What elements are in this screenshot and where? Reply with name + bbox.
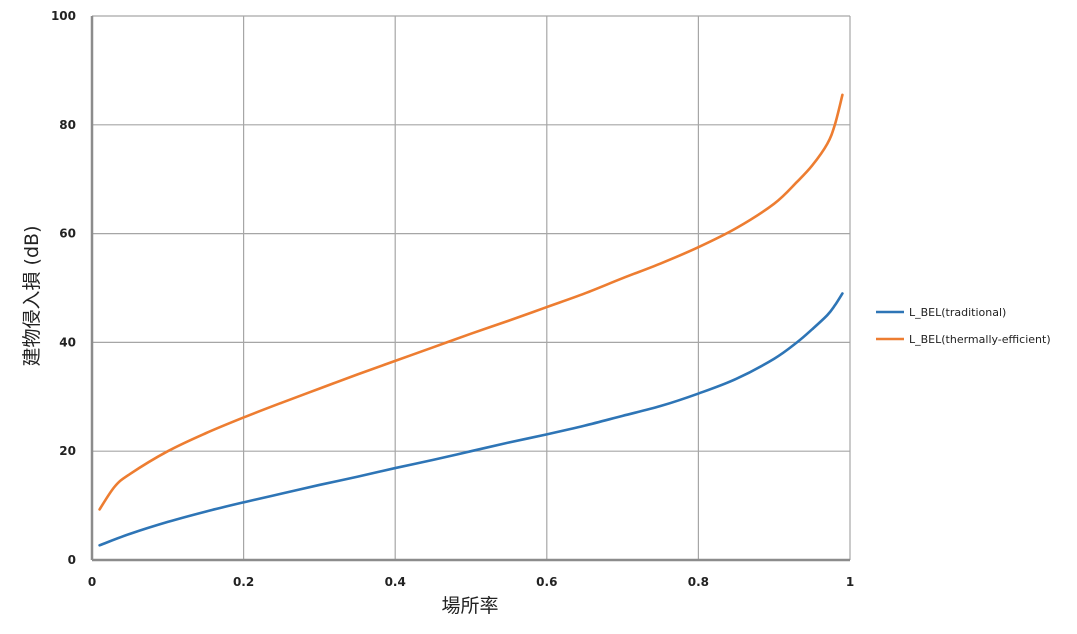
legend-label: L_BEL(traditional) — [909, 306, 1006, 319]
x-tick-label: 1 — [846, 575, 854, 589]
legend: L_BEL(traditional) L_BEL(thermally-effici… — [876, 306, 1051, 346]
x-tick-label: 0.8 — [688, 575, 709, 589]
series-line-thermally-efficient — [98, 93, 844, 511]
y-tick-label: 0 — [68, 553, 76, 567]
x-tick-label: 0.6 — [536, 575, 557, 589]
y-axis-title: 建物侵入損 (dB) — [21, 226, 43, 367]
x-tick-label: 0.4 — [385, 575, 406, 589]
axes — [90, 16, 850, 562]
y-tick-label: 40 — [59, 335, 76, 349]
y-tick-label: 20 — [59, 444, 76, 458]
tick-labels: 0 0.2 0.4 0.6 0.8 1 0 20 40 60 80 100 — [51, 9, 854, 589]
x-tick-label: 0 — [88, 575, 96, 589]
series-line-traditional — [98, 292, 844, 547]
y-tick-label: 60 — [59, 227, 76, 241]
x-axis-title: 場所率 — [441, 595, 498, 617]
series-lines — [98, 93, 844, 547]
legend-label: L_BEL(thermally-efficient) — [909, 333, 1051, 346]
y-tick-label: 80 — [59, 118, 76, 132]
x-tick-label: 0.2 — [233, 575, 254, 589]
grid — [92, 15, 851, 560]
y-tick-label: 100 — [51, 9, 76, 23]
